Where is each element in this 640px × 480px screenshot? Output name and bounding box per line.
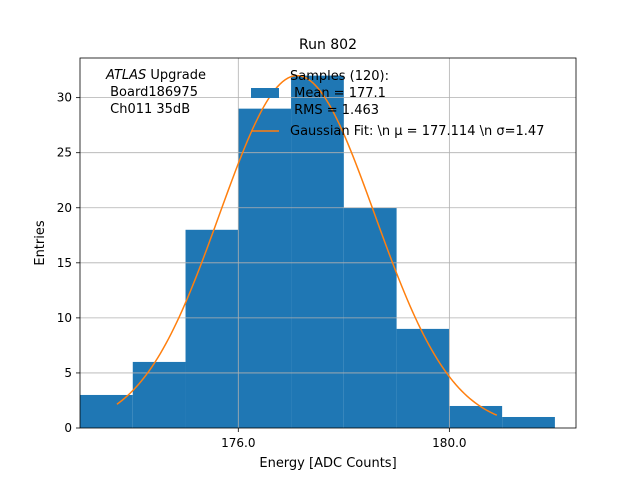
atlas-annotation: ATLAS Upgrade Board186975 Ch011 35dB — [105, 68, 206, 117]
y-tick-label: 5 — [64, 366, 72, 380]
annotation-line-2: Board186975 — [106, 85, 198, 100]
x-tick-label: 176.0 — [221, 436, 255, 450]
histogram-bar — [80, 394, 133, 428]
histogram-bar — [449, 405, 503, 428]
legend-histogram-line-2: Mean = 177.1 — [290, 86, 386, 101]
y-tick-label: 10 — [57, 311, 72, 325]
fit-layer — [80, 58, 576, 428]
histogram-bar — [238, 108, 292, 429]
gaussian-fit-curve — [116, 74, 498, 416]
legend-fit-label: Gaussian Fit: \n μ = 177.114 \n σ=1.47 — [290, 124, 544, 139]
plot-frame — [79, 57, 577, 429]
y-tick-label: 0 — [64, 421, 72, 435]
legend: Samples (120): Mean = 177.1 RMS = 1.463 … — [251, 69, 544, 139]
histogram-bar — [396, 328, 450, 428]
y-tick-label: 15 — [57, 256, 72, 270]
histogram-bar — [502, 416, 555, 428]
histogram-bar — [132, 361, 186, 428]
legend-histogram-line-1: Samples (120): — [290, 69, 389, 84]
x-axis-label: Energy [ADC Counts] — [259, 456, 396, 471]
y-axis-label: Entries — [33, 220, 48, 266]
x-tick-label: 180.0 — [432, 436, 466, 450]
histogram-bar — [185, 229, 239, 428]
annotation-upgrade: Upgrade — [146, 68, 206, 83]
annotation-atlas-italic: ATLAS — [105, 68, 146, 83]
x-ticks: 176.0 180.0 — [221, 428, 467, 450]
histogram-bar — [291, 75, 344, 429]
y-tick-label: 30 — [57, 91, 72, 105]
chart-title: Run 802 — [299, 37, 357, 53]
y-tick-label: 25 — [57, 146, 72, 160]
legend-histogram-swatch — [251, 88, 279, 98]
annotation-line-1: ATLAS Upgrade — [105, 68, 206, 83]
legend-histogram-line-3: RMS = 1.463 — [290, 103, 379, 118]
y-tick-label: 20 — [57, 201, 72, 215]
y-ticks: 0 5 10 15 20 25 30 — [57, 91, 80, 435]
annotation-line-3: Ch011 35dB — [106, 102, 190, 117]
